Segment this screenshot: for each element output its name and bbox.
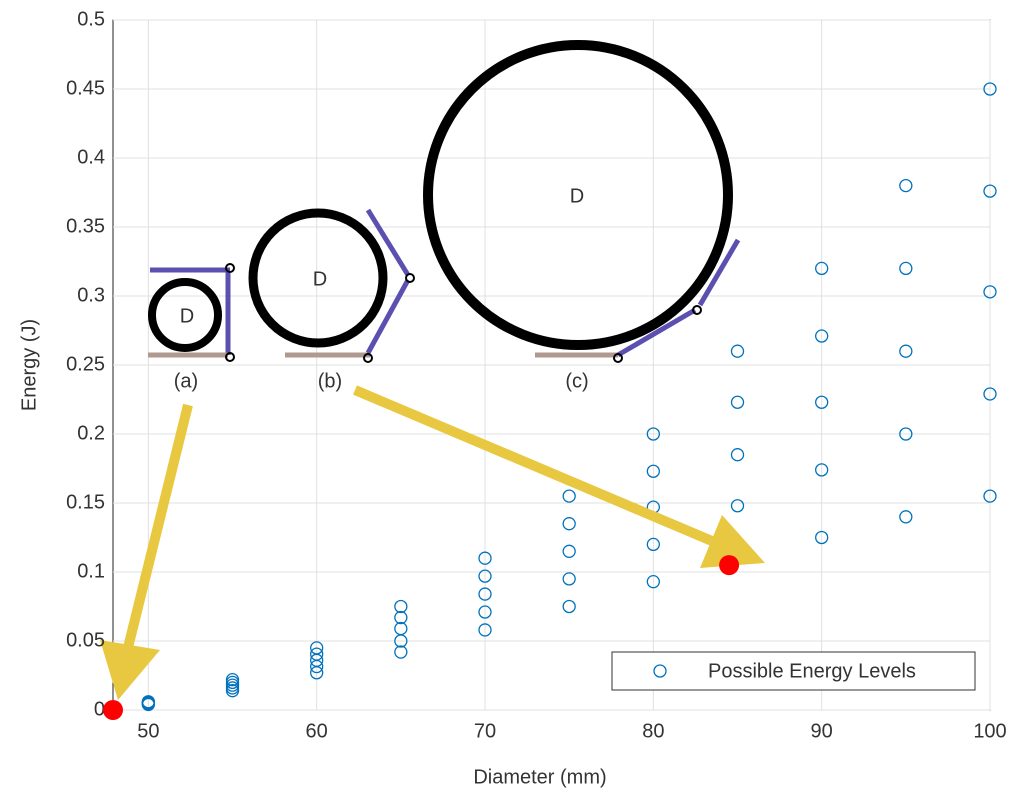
point: [730, 499, 745, 513]
point: [899, 178, 913, 193]
annotation: (c): [565, 370, 588, 392]
y-tick-label: 0.25: [66, 353, 105, 375]
point: [141, 695, 155, 709]
x-tick-label: 90: [811, 720, 833, 742]
point: [562, 572, 576, 586]
y-tick-label: 0.35: [66, 215, 105, 237]
point: [983, 387, 997, 401]
point: [478, 569, 492, 583]
point: [815, 463, 829, 477]
point: [478, 551, 492, 565]
grid: [113, 19, 991, 711]
point: [562, 544, 576, 558]
y-tick-label: 0: [94, 698, 105, 720]
legend-marker: [653, 664, 667, 678]
point: [899, 344, 913, 358]
point: [730, 344, 745, 358]
point: [394, 599, 408, 614]
y-tick-label: 0.4: [77, 146, 105, 168]
x-tick-label: 60: [306, 720, 328, 742]
point: [730, 448, 745, 462]
points: [141, 82, 997, 712]
legend-label: Possible Energy Levels: [708, 660, 916, 682]
point: [478, 605, 492, 619]
y-tick-label: 0.45: [66, 77, 105, 99]
point: [983, 82, 997, 96]
annotation: D: [313, 268, 327, 290]
point: [394, 645, 408, 659]
point: [310, 641, 324, 655]
y-tick-label: 0.15: [66, 491, 105, 513]
annotation: D: [570, 185, 584, 207]
highlight-point: [103, 700, 123, 720]
point: [815, 329, 829, 343]
point: [562, 517, 576, 531]
highlight-point: [719, 555, 740, 576]
annotation: (b): [318, 370, 342, 392]
point: [646, 575, 660, 589]
annotation: (a): [174, 370, 198, 392]
x-tick-label: 70: [474, 720, 496, 742]
point: [225, 672, 240, 687]
point: [646, 537, 660, 552]
annotation: D: [180, 305, 194, 327]
point: [562, 599, 576, 614]
point: [394, 610, 408, 625]
x-axis-label: Diameter (mm): [473, 766, 606, 788]
x-tick-label: 50: [137, 720, 159, 742]
y-axis-label: Energy (J): [18, 319, 40, 411]
point: [899, 427, 913, 441]
point: [899, 261, 913, 276]
y-tick-label: 0.3: [77, 284, 105, 306]
point: [646, 427, 660, 441]
point: [815, 395, 829, 409]
point: [983, 285, 997, 299]
y-tick-label: 0.05: [66, 629, 105, 651]
point: [478, 587, 492, 601]
x-tick-label: 80: [642, 720, 664, 742]
point: [310, 647, 324, 661]
point: [983, 489, 997, 503]
illustrations: [100, 40, 765, 700]
point: [562, 489, 576, 503]
point: [394, 621, 408, 636]
point: [478, 623, 492, 637]
legend: Possible Energy Levels: [611, 651, 976, 691]
x-tick-label: 100: [973, 720, 1006, 742]
point: [730, 395, 745, 409]
legend-box: [611, 651, 976, 691]
y-tick-label: 0.1: [77, 560, 105, 582]
y-tick-label: 0.2: [77, 422, 105, 444]
point: [983, 184, 997, 198]
point: [899, 510, 913, 524]
y-tick-label: 0.5: [77, 8, 105, 30]
point: [646, 464, 660, 478]
point: [815, 530, 829, 545]
point: [815, 261, 829, 276]
